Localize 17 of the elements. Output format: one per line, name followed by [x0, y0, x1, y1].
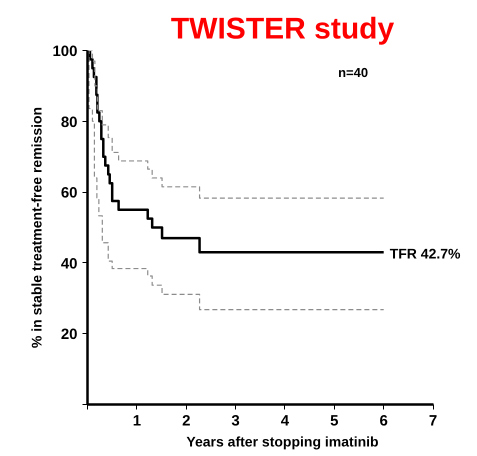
y-tick-label: 100 — [52, 43, 78, 60]
x-axis-title: Years after stopping imatinib — [186, 434, 379, 450]
y-tick-label: 20 — [60, 326, 78, 344]
y-tick-label: 80 — [60, 114, 78, 131]
x-tick-label: 3 — [231, 412, 240, 430]
y-tick-label: 60 — [60, 184, 78, 202]
y-axis-title: % in stable treatment-free remission — [28, 106, 44, 348]
annotation: TFR 42.7% — [390, 245, 462, 262]
x-tick-label: 4 — [280, 412, 290, 430]
x-tick-label: 6 — [380, 412, 388, 430]
annotation: n=40 — [338, 65, 368, 80]
x-tick-label: 1 — [132, 412, 142, 430]
y-tick-label: 40 — [60, 255, 78, 272]
x-tick-label: 2 — [182, 412, 190, 430]
x-tick-label: 5 — [330, 412, 339, 430]
chart-title: TWISTER study — [170, 12, 394, 46]
x-tick-label: 7 — [428, 412, 438, 430]
